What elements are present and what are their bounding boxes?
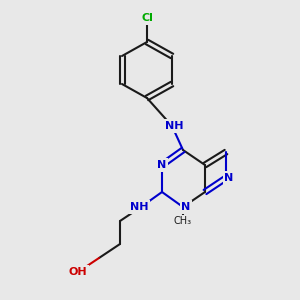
Text: CH₃: CH₃ [174,216,192,226]
Text: N: N [182,202,190,212]
Text: NH: NH [130,202,148,212]
Text: NH: NH [165,121,183,131]
Text: N: N [158,160,166,170]
Text: Cl: Cl [141,13,153,23]
Text: OH: OH [69,267,87,277]
Text: N: N [224,173,234,183]
